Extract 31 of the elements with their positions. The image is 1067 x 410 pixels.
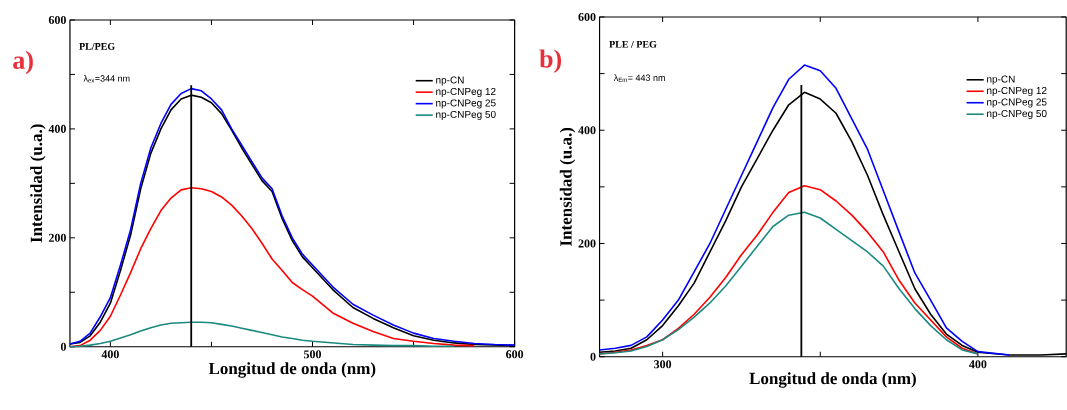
x-tick-label: 300: [654, 360, 672, 369]
legend-label: np-CNPeg 12: [436, 88, 496, 98]
line-series: [598, 211, 979, 355]
legend-label: np-CNPeg 12: [987, 87, 1047, 97]
x-axis-title: Longitud de onda (nm): [749, 372, 916, 388]
y-tick-label: 200: [48, 233, 66, 243]
legend-label: np-CN: [987, 75, 1015, 85]
annotation: λ$_{ex}$=344 nm: [83, 75, 130, 83]
y-tick-label: 400: [48, 125, 66, 134]
text: b): [539, 49, 562, 74]
y-tick-label: 600: [578, 13, 596, 22]
x-tick-label: 600: [506, 350, 524, 359]
x-axis-title: Longitud de onda (nm): [208, 362, 376, 378]
x-tick-label: 500: [303, 350, 322, 359]
y-axis-title: Intensidad (u.a.): [30, 124, 46, 243]
legend-label: np-CN: [436, 76, 464, 86]
annotation: λ$_{Em}$= 443 nm: [613, 74, 665, 83]
y-tick-label: 0: [60, 342, 66, 351]
annotation: PLE / PEG: [609, 41, 657, 48]
x-tick-label: 400: [101, 350, 119, 359]
y-tick-label: 200: [578, 239, 596, 248]
text: a): [13, 50, 33, 75]
legend-label: np-CNPeg 50: [987, 110, 1047, 120]
y-tick-label: 400: [578, 126, 596, 135]
y-tick-label: 0: [590, 352, 596, 361]
legend-label: np-CNPeg 25: [436, 99, 496, 109]
legend-label: np-CNPeg 50: [436, 111, 496, 121]
legend-label: np-CNPeg 25: [987, 98, 1047, 108]
y-tick-label: 600: [48, 16, 66, 25]
y-axis-title: Intensidad (u.a.): [559, 128, 576, 247]
annotation: PL/PEG: [79, 43, 115, 50]
